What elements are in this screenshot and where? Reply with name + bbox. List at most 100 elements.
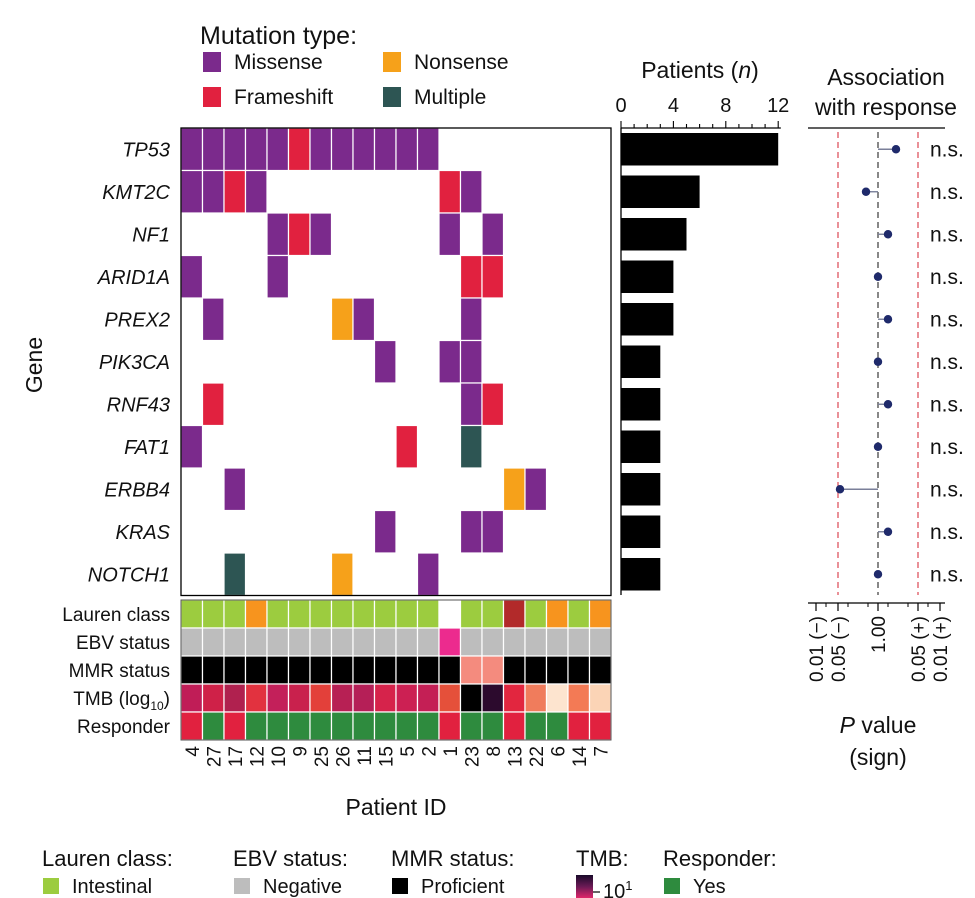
association-status-tp53: n.s.: [930, 138, 964, 161]
patient-id-6: 6: [548, 746, 569, 757]
association-status-notch1: n.s.: [930, 563, 964, 586]
bottom-legend-title-ebv-status: EBV status:: [233, 846, 348, 871]
track-lauren-5: [395, 599, 419, 629]
association-title-2: with response: [814, 94, 957, 120]
association-tick-label-3: 0.05 (+): [909, 616, 930, 682]
track-tmb-7: [588, 683, 612, 713]
mutation-cell-kmt2c-4: [180, 169, 204, 214]
tracks-frame: [180, 599, 612, 741]
patient-id-9: 9: [290, 746, 311, 757]
track-ebv-15: [373, 627, 397, 657]
mutation-cell-pik3ca-23: [459, 339, 483, 384]
legend-swatch-missense: [203, 52, 221, 72]
mutation-cell-pik3ca-1: [438, 339, 462, 384]
mutation-cell-tp53-27: [201, 127, 225, 172]
patient-id-17: 17: [226, 746, 247, 767]
association-status-erbb4: n.s.: [930, 478, 964, 501]
track-tmb-25: [309, 683, 333, 713]
patient-bar-nf1: [621, 218, 687, 251]
mutation-cell-arid1a-23: [459, 254, 483, 299]
gene-label-kmt2c: KMT2C: [102, 182, 170, 204]
association-tick-label-1: 0.05 (−): [829, 616, 850, 682]
mutation-cell-notch1-17: [223, 552, 247, 597]
track-lauren-13: [502, 599, 526, 629]
association-point-pik3ca: [873, 357, 883, 366]
mutation-cell-nf1-8: [481, 212, 505, 257]
track-responder-7: [588, 711, 612, 741]
track-ebv-7: [588, 627, 612, 657]
mutation-cell-arid1a-8: [481, 254, 505, 299]
track-label-lauren-class: Lauren class: [62, 605, 170, 626]
track-ebv-17: [223, 627, 247, 657]
track-responder-15: [373, 711, 397, 741]
gene-label-nf1: NF1: [132, 224, 170, 246]
bottom-legend-item-mmr-status: Proficient: [421, 876, 505, 898]
track-lauren-2: [416, 599, 440, 629]
patient-id-4: 4: [183, 746, 204, 757]
patient-id-15: 15: [376, 746, 397, 767]
track-ebv-23: [459, 627, 483, 657]
mutation-cell-tp53-11: [352, 127, 376, 172]
mutation-cell-nf1-9: [287, 212, 311, 257]
track-ebv-8: [481, 627, 505, 657]
association-status-prex2: n.s.: [930, 308, 964, 331]
patients-tick-label-0: 0: [615, 95, 626, 117]
patients-tick-label-12: 12: [767, 95, 789, 117]
mutation-cell-prex2-23: [459, 297, 483, 342]
track-mmr-8: [481, 655, 505, 685]
mutation-cell-kmt2c-23: [459, 169, 483, 214]
track-lauren-4: [180, 599, 204, 629]
track-lauren-10: [266, 599, 290, 629]
mutation-cell-tp53-4: [180, 127, 204, 172]
bottom-legend-title-responder: Responder:: [663, 846, 777, 871]
track-tmb-2: [416, 683, 440, 713]
patient-id-23: 23: [462, 746, 483, 767]
track-mmr-13: [502, 655, 526, 685]
bottom-legend-item-ebv-status: Negative: [263, 876, 342, 898]
mutation-cell-fat1-23: [459, 424, 483, 469]
track-tmb-15: [373, 683, 397, 713]
patient-id-12: 12: [247, 746, 268, 767]
track-mmr-10: [266, 655, 290, 685]
track-ebv-11: [352, 627, 376, 657]
patients-tick-label-4: 4: [668, 95, 679, 117]
track-responder-23: [459, 711, 483, 741]
mutation-cell-kras-23: [459, 509, 483, 554]
mutation-cell-kmt2c-1: [438, 169, 462, 214]
heatmap-frame: [180, 127, 612, 597]
gene-label-notch1: NOTCH1: [88, 564, 170, 586]
track-label-responder: Responder: [77, 717, 171, 738]
patient-bar-erbb4: [621, 473, 661, 506]
track-tmb-14: [567, 683, 591, 713]
mutation-cell-tp53-17: [223, 127, 247, 172]
bottom-legend-swatch-responder: [664, 878, 680, 894]
track-lauren-7: [588, 599, 612, 629]
mutation-cell-tp53-2: [416, 127, 440, 172]
mutation-cell-tp53-25: [309, 127, 333, 172]
track-lauren-9: [287, 599, 311, 629]
track-label-mmr-status: MMR status: [69, 661, 170, 682]
pvalue-title-1: P value: [840, 712, 917, 738]
track-mmr-23: [459, 655, 483, 685]
track-responder-12: [244, 711, 268, 741]
mutation-cell-kras-15: [373, 509, 397, 554]
track-mmr-4: [180, 655, 204, 685]
track-ebv-26: [330, 627, 354, 657]
mutation-cell-nf1-10: [266, 212, 290, 257]
patient-id-1: 1: [441, 746, 462, 757]
track-tmb-6: [545, 683, 569, 713]
track-mmr-17: [223, 655, 247, 685]
bottom-legend-item-lauren-class: Intestinal: [72, 876, 152, 898]
mutation-cell-arid1a-4: [180, 254, 204, 299]
track-responder-1: [438, 711, 462, 741]
track-tmb-11: [352, 683, 376, 713]
track-mmr-22: [524, 655, 548, 685]
bottom-legend-title-lauren-class: Lauren class:: [42, 846, 173, 871]
track-mmr-6: [545, 655, 569, 685]
track-lauren-25: [309, 599, 333, 629]
track-lauren-22: [524, 599, 548, 629]
track-lauren-15: [373, 599, 397, 629]
mutation-cell-kmt2c-12: [244, 169, 268, 214]
track-mmr-12: [244, 655, 268, 685]
